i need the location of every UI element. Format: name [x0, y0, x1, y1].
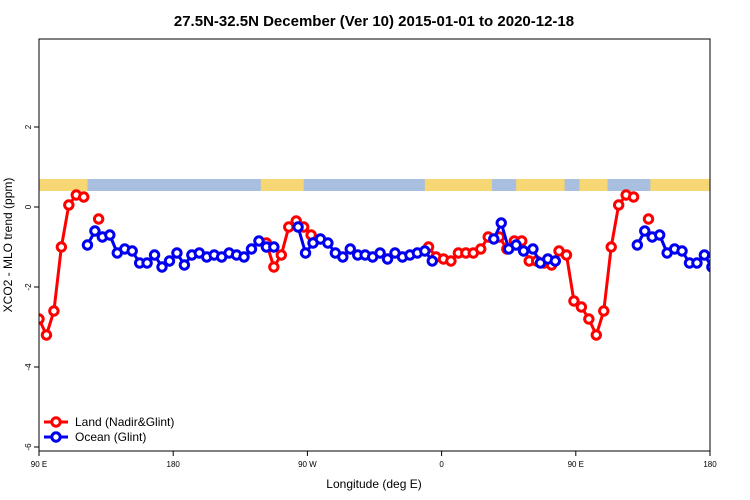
y-tick-label: -6 [24, 443, 33, 451]
land-data-point [598, 305, 610, 317]
land-band-segment [516, 179, 565, 191]
ocean-data-point [81, 239, 94, 251]
land-data-point [575, 301, 588, 313]
ocean-data-point [381, 253, 394, 265]
ocean-data-point [126, 245, 138, 257]
land-data-point [40, 329, 53, 341]
x-axis-label: Longitude (deg E) [326, 477, 421, 491]
ocean-data-point [245, 243, 258, 255]
ocean-data-point [344, 243, 356, 255]
ocean-data-point [178, 259, 191, 271]
ocean-data-point [426, 255, 438, 267]
chart-title: 27.5N-32.5N December (Ver 10) 2015-01-01… [174, 13, 574, 30]
land-data-point [475, 243, 487, 255]
land-data-point [560, 249, 573, 261]
land-data-point [78, 191, 90, 203]
legend-box [40, 412, 185, 450]
ocean-data-point [631, 239, 644, 251]
ocean-data-point [148, 249, 161, 261]
land-data-point [55, 241, 68, 253]
x-tick-label: 90 E [568, 460, 584, 469]
land-data-point [92, 213, 105, 225]
land-data-point [63, 199, 75, 211]
ocean-data-point [171, 247, 183, 259]
ocean-data-point [89, 225, 101, 237]
legend-ocean-marker [50, 431, 62, 443]
land-band-segment [424, 179, 492, 191]
land-data-point [275, 249, 288, 261]
ocean-data-point [510, 239, 522, 251]
land-data-point [48, 305, 60, 317]
series-layer [39, 189, 723, 341]
x-tick-label: 90 E [31, 460, 47, 469]
land-data-point [445, 255, 457, 267]
land-band-segment [260, 179, 304, 191]
ocean-data-point [676, 245, 688, 257]
legend-land-label: Land (Nadir&Glint) [75, 415, 174, 429]
ocean-data-point [706, 261, 710, 273]
y-tick-label: -4 [24, 363, 33, 371]
ocean-data-point [268, 241, 280, 253]
land-ocean-band [39, 179, 710, 191]
land-data-point [568, 295, 580, 307]
ocean-data-point [698, 249, 710, 261]
ocean-data-point [337, 251, 349, 263]
land-series-line [498, 193, 634, 337]
land-data-point [612, 199, 625, 211]
land-data-point [627, 191, 640, 203]
x-tick-label: 90 W [298, 460, 317, 469]
ocean-data-point [495, 217, 507, 229]
y-axis-label: XCO2 - MLO trend (ppm) [1, 178, 15, 313]
ocean-data-point [691, 257, 703, 269]
ocean-data-point [517, 245, 530, 257]
x-tick-label: 180 [167, 460, 181, 469]
ocean-data-point [374, 247, 386, 259]
land-band-segment [39, 179, 88, 191]
y-tick-label: 2 [24, 124, 33, 129]
ocean-data-point [104, 229, 116, 241]
land-series-line [39, 193, 85, 337]
ocean-data-point [639, 225, 651, 237]
x-tick-label: 180 [703, 460, 717, 469]
ocean-data-point [527, 243, 539, 255]
ocean-data-point [238, 251, 250, 263]
land-data-point [590, 329, 603, 341]
ocean-data-point [156, 261, 168, 273]
ocean-data-point [292, 221, 304, 233]
land-band-segment [579, 179, 608, 191]
ocean-data-point [322, 237, 334, 249]
legend-ocean-label: Ocean (Glint) [75, 430, 146, 444]
land-band-segment [650, 179, 710, 191]
ocean-data-point [253, 235, 265, 247]
land-data-point [39, 313, 45, 325]
land-data-point [268, 261, 280, 273]
y-axis: -6 -4 -2 0 2 [24, 124, 39, 451]
legend-land-marker [50, 416, 62, 428]
ocean-data-point [653, 229, 666, 241]
ocean-data-point [299, 247, 312, 259]
ocean-data-point [715, 257, 723, 265]
ocean-data-point [163, 255, 176, 267]
ocean-data-point [488, 233, 500, 245]
ocean-band [39, 179, 710, 191]
x-tick-label: 0 [439, 460, 444, 469]
land-data-point [583, 313, 595, 325]
ocean-data-point [141, 257, 153, 269]
y-tick-label: 0 [24, 204, 33, 209]
legend: Land (Nadir&Glint) Ocean (Glint) [40, 412, 185, 450]
plot-frame [38, 38, 711, 452]
x-axis: 90 E 180 90 W 0 90 E 180 [31, 451, 717, 469]
ocean-data-point [419, 245, 431, 257]
land-data-point [605, 241, 617, 253]
ocean-data-point [549, 255, 561, 267]
y-tick-label: -2 [24, 283, 33, 291]
land-data-point [642, 213, 655, 225]
